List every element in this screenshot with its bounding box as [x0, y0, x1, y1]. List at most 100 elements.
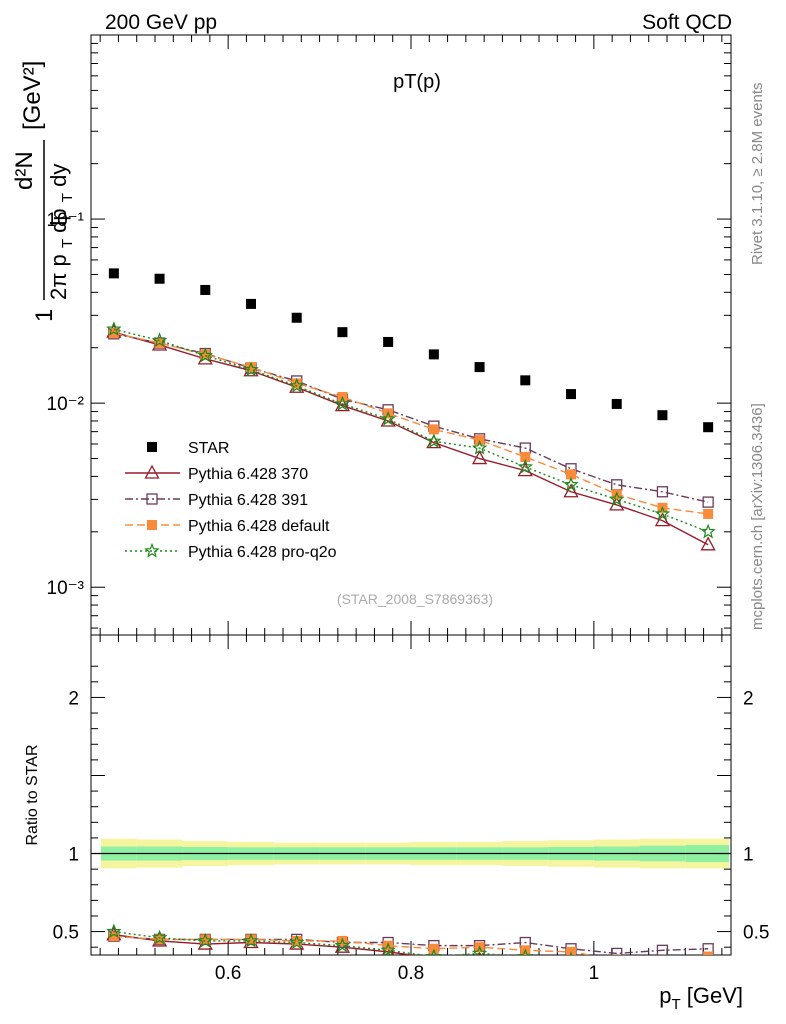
data-point: [654, 512, 671, 527]
y-tick-label: 10⁻³: [47, 578, 85, 599]
data-point: [471, 450, 488, 465]
data-point: [106, 321, 122, 336]
ratio-point: [517, 948, 534, 955]
data-point: [288, 377, 305, 393]
x-axis-label-unit: [GeV]: [681, 983, 743, 1008]
ratio-point: [380, 942, 396, 955]
ylabel-num: d²N: [11, 151, 38, 190]
data-point: [426, 434, 442, 449]
data-point: [383, 336, 394, 347]
legend-label: Pythia 6.428 pro-q2o: [188, 544, 337, 561]
legend-marker: [144, 464, 160, 479]
data-point: [471, 439, 488, 455]
ratio-point: [154, 934, 165, 945]
ylabel-den-tail: dy: [46, 164, 71, 187]
ratio-point: [243, 932, 259, 948]
mcplots-label: mcplots.cern.ch [arXiv:1306.3436]: [749, 403, 766, 630]
data-point: [108, 268, 119, 279]
ylabel-prefix: 1: [31, 309, 58, 322]
ratio-tick-label-left: 1: [68, 845, 79, 866]
data-point: [563, 476, 579, 492]
data-point: [611, 398, 622, 409]
data-point: [700, 536, 716, 551]
ratio-point: [426, 948, 442, 955]
ratio-point: [151, 929, 168, 945]
ratio-point: [610, 959, 623, 971]
ratio-point: [611, 954, 622, 955]
svg-text:2π p T dp T: 2π p T dp T dy: [46, 164, 77, 300]
ylabel-unit: [GeV²]: [19, 61, 46, 130]
ratio-point: [657, 956, 667, 966]
x-tick-label: 0.8: [398, 963, 424, 984]
ratio-point: [106, 923, 122, 939]
ylabel-den-sub: T: [59, 239, 76, 248]
ratio-point: [288, 934, 305, 950]
ratio-point: [383, 940, 394, 951]
x-axis-label-main: p: [659, 983, 671, 1008]
data-point: [702, 496, 714, 508]
plot-title: pT(p): [393, 71, 441, 93]
ratio-point: [471, 945, 488, 955]
legend-label: STAR: [188, 440, 229, 457]
rivet-label: Rivet 3.1.10, ≥ 2.8M events: [749, 83, 766, 266]
legend-marker: [147, 442, 157, 452]
legend-marker: [144, 542, 160, 558]
main-frame: [90, 34, 732, 636]
ratio-point: [197, 932, 214, 948]
ratio-point: [200, 934, 211, 945]
ratio-uncertainty-band: [91, 838, 731, 869]
ratio-tick-label-right: 2: [743, 688, 754, 709]
data-point: [654, 505, 671, 521]
x-tick-label: 0.6: [215, 963, 241, 984]
ratio-line: [113, 934, 417, 955]
ratio-point: [703, 951, 714, 955]
ratio-point: [616, 954, 617, 955]
data-point: [151, 332, 168, 348]
data-point: [243, 361, 259, 377]
data-point: [291, 378, 302, 389]
ratio-point: [702, 961, 714, 973]
main-y-ticks: 10⁻¹ 10⁻² 10⁻³: [47, 34, 731, 629]
data-point: [291, 312, 302, 323]
data-point: [108, 328, 119, 339]
ratio-point: [291, 935, 302, 946]
ratio-point: [566, 946, 576, 955]
data-point: [520, 451, 531, 462]
ref-annotation: (STAR_2008_S7869363): [337, 591, 493, 607]
legend-label: Pythia 6.428 default: [188, 518, 330, 535]
legend-label: Pythia 6.428 391: [188, 492, 308, 509]
ratio-frame: [90, 634, 732, 956]
y-tick-label: 10⁻¹: [47, 210, 85, 231]
legend-marker: [146, 493, 158, 505]
header-right-label: Soft QCD: [642, 11, 732, 34]
legend-label: Pythia 6.428 370: [188, 466, 308, 483]
data-point: [703, 508, 714, 519]
data-point: [154, 273, 165, 284]
ratio-series: [106, 923, 714, 973]
ratio-point: [334, 937, 351, 953]
data-point: [700, 523, 716, 539]
main-y-axis-label: d²N [GeV²] 2π p T dp T dy 1: [11, 61, 77, 322]
header-left-label: 200 GeV pp: [105, 11, 217, 34]
data-point: [474, 362, 485, 373]
ratio-tick-label-left: 2: [68, 688, 79, 709]
svg-text:d²N [GeV²]: d²N [GeV²]: [11, 61, 46, 190]
x-axis-label-sub: T: [671, 996, 680, 1013]
main-series: [106, 268, 716, 551]
ratio-point: [656, 958, 668, 970]
ratio-point: [246, 934, 256, 945]
ratio-line: [113, 935, 594, 955]
ylabel-den-mid: dp: [46, 208, 71, 232]
ratio-panel: 0.5 0.51 12 2 0.6 0.8 1 Ratio to STAR pT [GeV…: [24, 35, 769, 1013]
data-point: [703, 422, 714, 433]
ratio-tick-label-right: 0.5: [743, 923, 769, 944]
data-point: [334, 395, 351, 411]
data-point: [246, 298, 256, 309]
legend: STAR Pythia 6.428 370 Pythia 6.428 391 Pyth…: [125, 440, 337, 561]
ratio-point: [656, 944, 669, 955]
ylabel-den-prefix: 2π p: [46, 254, 71, 300]
data-point: [428, 349, 439, 360]
data-point: [517, 458, 534, 474]
data-point: [200, 349, 211, 360]
ratio-tick-label-right: 1: [743, 845, 754, 866]
